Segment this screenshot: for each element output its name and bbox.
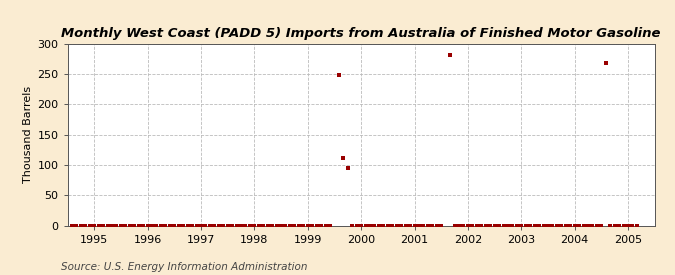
- Title: Monthly West Coast (PADD 5) Imports from Australia of Finished Motor Gasoline: Monthly West Coast (PADD 5) Imports from…: [61, 27, 661, 40]
- Y-axis label: Thousand Barrels: Thousand Barrels: [23, 86, 33, 183]
- Text: Source: U.S. Energy Information Administration: Source: U.S. Energy Information Administ…: [61, 262, 307, 272]
